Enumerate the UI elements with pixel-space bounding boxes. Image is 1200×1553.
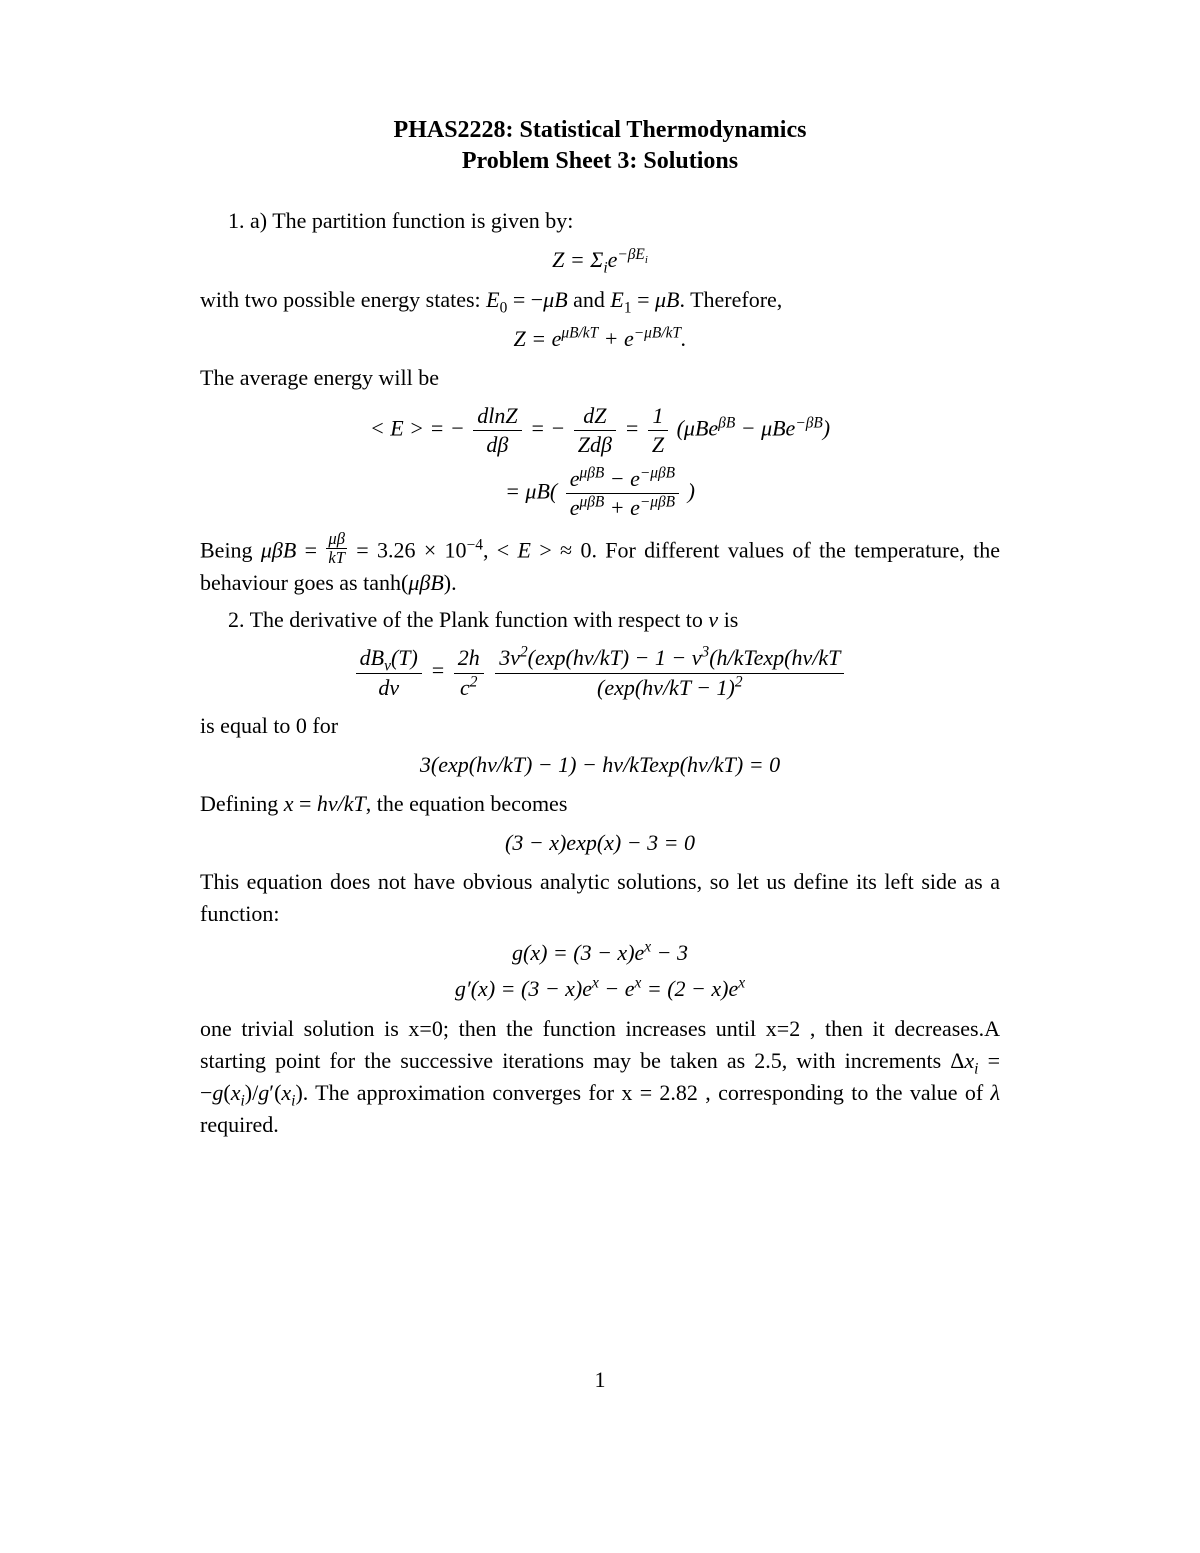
paragraph-8: This equation does not have obvious anal… [200,866,1000,930]
equation-7a: g(x) = (3 − x)ex − 3 [200,940,1000,966]
equation-4: dBν(T)dν = 2hc2 3ν2(exp(hν/kT) − 1 − ν3(… [200,646,1000,699]
paragraph-3: The average energy will be [200,362,1000,394]
equation-6: (3 − x)exp(x) − 3 = 0 [200,830,1000,856]
paragraph-5: 2. The derivative of the Plank function … [200,604,1000,636]
page-number: 1 [0,1367,1200,1393]
equation-3a: < E > = − dlnZdβ = − dZZdβ = 1Z (μBeβB −… [200,404,1000,457]
paragraph-7: Defining x = hν/kT, the equation becomes [200,788,1000,820]
paragraph-6: is equal to 0 for [200,710,1000,742]
title-line-1: PHAS2228: Statistical Thermodynamics [200,115,1000,146]
document-body: 1. a) The partition function is given by… [200,205,1000,1140]
title-line-2: Problem Sheet 3: Solutions [200,146,1000,177]
paragraph-2: with two possible energy states: E0 = −μ… [200,284,1000,316]
document-page: PHAS2228: Statistical Thermodynamics Pro… [0,0,1200,1553]
paragraph-9: one trivial solution is x=0; then the fu… [200,1013,1000,1141]
equation-3b: = μB( eμβB − e−μβB eμβB + e−μβB ) [200,467,1000,520]
equation-1: Z = Σie−βEi [200,247,1000,273]
equation-2: Z = eμB/kT + e−μB/kT. [200,326,1000,352]
equation-7b: g′(x) = (3 − x)ex − ex = (2 − x)ex [200,976,1000,1002]
document-title: PHAS2228: Statistical Thermodynamics Pro… [200,115,1000,177]
equation-5: 3(exp(hν/kT) − 1) − hν/kTexp(hν/kT) = 0 [200,752,1000,778]
paragraph-1: 1. a) The partition function is given by… [200,205,1000,237]
paragraph-4: Being μβB = μβkT = 3.26 × 10−4, < E > ≈ … [200,531,1000,599]
